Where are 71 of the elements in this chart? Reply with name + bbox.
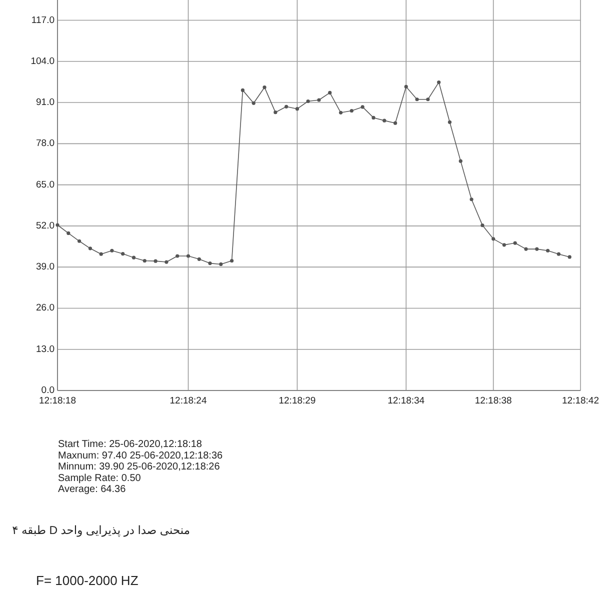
point: [99, 252, 103, 256]
x-tick-label: 12:18:24: [170, 396, 207, 406]
point: [448, 120, 452, 124]
point: [132, 256, 136, 260]
point: [393, 121, 398, 125]
point: [121, 252, 125, 256]
x-tick-label: 12:18:34: [388, 396, 425, 406]
point: [360, 105, 364, 109]
point: [317, 98, 321, 102]
point: [415, 98, 419, 102]
point: [66, 231, 70, 236]
point: [404, 84, 408, 89]
point: [568, 255, 572, 259]
point: [306, 99, 310, 104]
point: [230, 258, 234, 263]
y-tick-label: 52.0: [36, 220, 54, 232]
point: [492, 237, 496, 241]
point: [284, 104, 288, 108]
text: Maxnum: 97.40 25-06-2020,12:18:36: [58, 450, 223, 462]
point: [154, 259, 158, 263]
point: [338, 110, 343, 114]
point: [546, 248, 550, 252]
y-tick-label: 91.0: [36, 97, 54, 108]
point: [208, 261, 212, 266]
point: [164, 260, 168, 264]
point: [426, 98, 430, 102]
point: [382, 118, 386, 122]
y-tick-label: 117.0: [31, 14, 54, 26]
point: [110, 248, 114, 252]
point: [295, 107, 300, 111]
y-tick-label: 78.0: [36, 138, 54, 150]
text: F= 1000-2000 HZ: [36, 573, 138, 588]
y-tick-label: 104.0: [30, 56, 54, 67]
x-tick-label: 12:18:29: [278, 396, 316, 406]
point: [274, 110, 278, 114]
text: Average: 64.36: [58, 484, 126, 496]
point: [470, 198, 474, 202]
point: [437, 80, 441, 84]
y-tick-label: 39.0: [36, 262, 54, 273]
point: [502, 243, 506, 247]
point: [524, 247, 528, 251]
text: Start Time: 25-06-2020,12:18:18: [58, 439, 202, 450]
x-tick-label: 12:18:38: [474, 396, 512, 406]
y-tick-label: 13.0: [36, 344, 54, 355]
point: [240, 88, 245, 92]
point: [262, 86, 266, 90]
point: [372, 116, 376, 120]
point: [556, 252, 560, 256]
point: [142, 258, 146, 263]
point: [513, 241, 517, 245]
point: [328, 90, 332, 95]
point: [535, 247, 539, 251]
text: Sample Rate: 0.50: [58, 472, 142, 484]
y-tick-label: 26.0: [36, 302, 54, 314]
point: [480, 224, 484, 228]
point: [252, 101, 256, 105]
y-tick-label: 65.0: [36, 179, 54, 190]
point: [78, 239, 82, 243]
point: [176, 254, 180, 258]
text: منحنی صدا در پذیرایی واحد D طبقه ۴: [12, 525, 190, 537]
point: [88, 246, 92, 250]
point: [186, 254, 190, 258]
text: Minnum: 39.90 25-06-2020,12:18:26: [58, 462, 220, 473]
point: [219, 262, 223, 266]
point: [350, 108, 354, 113]
x-tick-label: 12:18:18: [39, 396, 76, 406]
point: [458, 159, 462, 163]
point: [197, 257, 201, 261]
y-tick-label: 0.0: [41, 385, 54, 396]
x-tick-label: 12:18:42: [562, 396, 599, 406]
point: [56, 223, 60, 227]
